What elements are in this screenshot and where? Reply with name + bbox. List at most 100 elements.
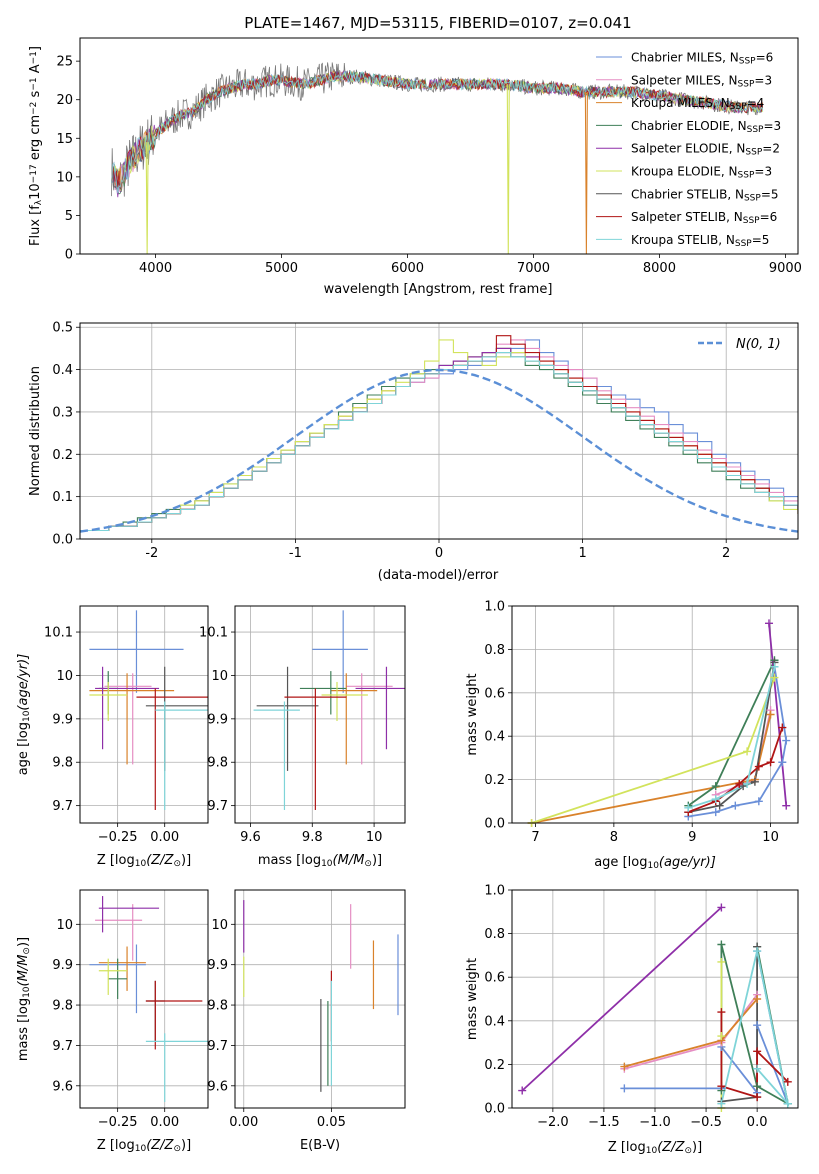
- y-tick-label: 0.2: [484, 773, 505, 788]
- data-point: [782, 736, 791, 745]
- data-point: [717, 1099, 726, 1108]
- gaussian-curve: [80, 368, 798, 533]
- chart-6: 0.00 0.05 9.6 9.7 9.8 9.9 10 E(B-V): [207, 889, 406, 1153]
- chart-1: -2 -1 0 1 2 0.0 0.1 0.2 0.3 0.4 0.5 N(0, 1) (data-mo…: [28, 321, 799, 583]
- legend-entry-part: Chabrier ELODIE, N: [631, 119, 747, 133]
- legend-entry-part: =4: [747, 96, 765, 110]
- legend-entry-part: =3: [754, 165, 772, 179]
- x-tick-label: 4000: [139, 261, 172, 276]
- data-point: [717, 1082, 726, 1091]
- legend-entry: Chabrier MILES, NSSP=6: [631, 51, 773, 67]
- data-point: [717, 957, 726, 966]
- y-tick-label: 5: [65, 209, 73, 224]
- data-point: [518, 1086, 527, 1095]
- data-point: [743, 747, 752, 756]
- x-axis-label-part: Z [log: [97, 853, 135, 868]
- legend-entry: Salpeter ELODIE, NSSP=2: [631, 142, 780, 158]
- x-tick-label: 2: [722, 546, 730, 561]
- legend-entry: N(0, 1): [736, 337, 781, 352]
- y-tick-label: 0.0: [484, 1102, 505, 1117]
- x-tick-label: −0.5: [690, 1115, 722, 1130]
- spectrum-dip: [584, 91, 588, 254]
- x-axis-label-part: (M/M: [333, 853, 365, 868]
- x-axis-label-part: ⊙: [364, 859, 372, 869]
- y-axis-label-part: −17: [29, 164, 39, 183]
- x-tick-label: −1.5: [588, 1115, 620, 1130]
- y-tick-label: 9.8: [207, 756, 228, 771]
- data-point: [753, 1064, 762, 1073]
- x-tick-label: −0.25: [98, 830, 138, 845]
- legend-entry: Kroupa STELIB, NSSP=5: [631, 233, 769, 249]
- legend-entry-part: =5: [752, 233, 770, 247]
- legend-entry-part: =6: [760, 210, 778, 224]
- data-point: [717, 1008, 726, 1017]
- x-axis-label: E(B-V): [300, 1138, 340, 1153]
- x-axis-label-part: 10: [135, 859, 147, 869]
- y-axis-label-part: (M/M: [16, 955, 31, 987]
- legend-entry-part: SSP: [738, 171, 755, 181]
- legend-entry-part: =3: [754, 73, 772, 87]
- y-axis-label-part: Flux [f: [28, 205, 43, 246]
- y-tick-label: 15: [56, 132, 73, 147]
- axes-frame: [511, 889, 799, 1109]
- data-point: [770, 662, 779, 671]
- axes-frame: [79, 37, 799, 255]
- data-point: [766, 710, 775, 719]
- y-tick-label: 9.8: [207, 999, 228, 1014]
- series-line: [768, 623, 788, 806]
- x-axis-label-part: mass [log: [258, 853, 321, 868]
- y-tick-label: 9.9: [207, 958, 228, 973]
- legend-entry-part: SSP: [739, 57, 756, 67]
- plot-area: [531, 623, 788, 823]
- plot-area: [243, 900, 399, 1092]
- legend-entry: Salpeter STELIB, NSSP=6: [631, 210, 777, 226]
- plot-area: [80, 335, 798, 533]
- x-axis-label-part: )]: [181, 853, 191, 868]
- spectrum-dip: [145, 142, 149, 254]
- x-tick-label: 9.8: [302, 830, 323, 845]
- data-point: [753, 995, 762, 1003]
- y-tick-label: 0.0: [484, 817, 505, 832]
- y-tick-label: 9.8: [52, 999, 73, 1014]
- data-point: [684, 803, 693, 812]
- legend-entry-part: Salpeter ELODIE, N: [631, 142, 745, 156]
- data-point: [778, 723, 787, 732]
- y-axis-label-part: ⊙: [22, 947, 32, 955]
- spectrum-model: [111, 71, 764, 189]
- legend-entry-part: =3: [763, 119, 781, 133]
- x-tick-label: 1: [578, 546, 586, 561]
- data-point: [715, 801, 724, 810]
- x-tick-label: 5000: [265, 261, 298, 276]
- y-tick-label: 25: [56, 55, 73, 70]
- series-line: [720, 950, 790, 1107]
- data-point: [783, 1077, 792, 1086]
- legend-entry-part: SSP: [730, 102, 747, 112]
- y-axis-label-part: age [log: [16, 722, 31, 775]
- y-tick-label: 9.9: [207, 712, 228, 727]
- y-tick-label: 10.1: [44, 626, 73, 641]
- legend-entry-part: SSP: [744, 194, 761, 204]
- x-tick-label: 7000: [517, 261, 550, 276]
- y-tick-label: 9.8: [52, 756, 73, 771]
- legend-entry-part: SSP: [735, 239, 752, 249]
- legend-entry-part: Chabrier STELIB, N: [631, 187, 744, 201]
- x-tick-label: −1.0: [639, 1115, 671, 1130]
- x-tick-label: 8000: [643, 261, 676, 276]
- y-tick-label: 10.1: [199, 626, 228, 641]
- series-line: [688, 666, 776, 809]
- y-tick-label: 0.0: [52, 533, 73, 548]
- y-axis-label-part: erg cm: [28, 115, 43, 164]
- plot-area: [89, 610, 208, 810]
- y-tick-label: 9.9: [52, 712, 73, 727]
- data-point: [765, 619, 774, 628]
- data-point: [711, 782, 720, 791]
- x-tick-label: 0: [435, 546, 443, 561]
- y-tick-label: 0.6: [484, 686, 505, 701]
- legend-entry-part: =6: [756, 51, 774, 65]
- y-axis-label: mass weight: [465, 673, 480, 755]
- axes-frame: [79, 605, 209, 824]
- x-axis-label: Z [log10(Z/Z⊙)]: [97, 853, 191, 869]
- plot-area: [111, 62, 764, 254]
